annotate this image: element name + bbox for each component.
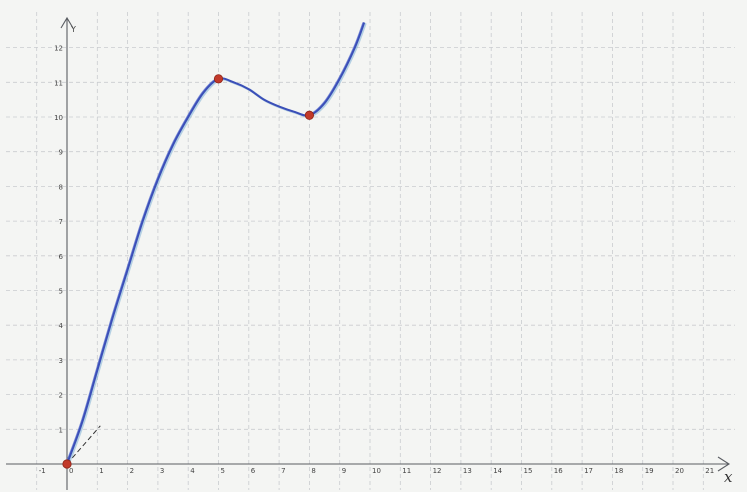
y-tick-label: 9 [59, 149, 63, 157]
x-tick-label: 2 [130, 467, 134, 475]
x-tick-label: 8 [311, 467, 315, 475]
x-tick-label: 17 [584, 467, 593, 475]
point-markers [62, 74, 314, 469]
y-axis-arrow-icon [60, 16, 74, 29]
series-curve-shadow [66, 22, 367, 467]
y-tick-label: 7 [59, 218, 63, 226]
point-marker [62, 459, 72, 469]
y-tick-label: 12 [54, 45, 63, 53]
point-marker [304, 110, 314, 120]
x-tick-label: -1 [39, 467, 46, 475]
y-tick-label: 10 [54, 114, 63, 122]
y-tick-label: 6 [59, 253, 64, 261]
x-tick-label: 13 [463, 467, 472, 475]
y-tick-label: 2 [59, 392, 63, 400]
x-axis-label: x [724, 468, 733, 486]
x-tick-label: 21 [705, 467, 714, 475]
x-tick-label: 7 [281, 467, 285, 475]
x-axis-arrow-icon [717, 456, 731, 472]
y-tick-label: 4 [59, 322, 64, 330]
x-tick-label: 3 [160, 467, 164, 475]
y-tick-label: 3 [59, 357, 63, 365]
tangent-line [66, 425, 101, 465]
axes [6, 16, 731, 490]
x-tick-label: 4 [190, 467, 195, 475]
series-curve-stroke [65, 22, 364, 465]
y-tick-label: 8 [59, 183, 63, 191]
x-tick-labels: -1 0 1 2 3 4 5 6 7 8 9 10 11 12 13 14 15 16 17 18 19 20 21 [39, 467, 715, 475]
y-tick-label: 5 [59, 288, 63, 296]
x-tick-label: 20 [675, 467, 684, 475]
x-tick-label: 1 [99, 467, 103, 475]
y-tick-label: 1 [59, 426, 63, 434]
grid [6, 12, 735, 490]
x-tick-label: 11 [402, 467, 411, 475]
x-tick-label: 19 [645, 467, 654, 475]
x-tick-label: 18 [614, 467, 623, 475]
x-tick-label: 15 [524, 467, 533, 475]
y-axis-label: Y [70, 25, 76, 34]
x-tick-label: 10 [372, 467, 381, 475]
x-tick-label: 14 [493, 467, 502, 475]
x-tick-label: 6 [251, 467, 256, 475]
y-tick-label: 11 [54, 79, 63, 87]
point-marker [213, 74, 224, 84]
x-tick-label: 16 [554, 467, 563, 475]
series-curve [66, 22, 365, 465]
x-tick-label: 0 [69, 467, 73, 475]
x-tick-label: 12 [433, 467, 442, 475]
x-tick-label: 9 [342, 467, 346, 475]
series-curves [65, 22, 367, 467]
x-tick-label: 5 [221, 467, 225, 475]
